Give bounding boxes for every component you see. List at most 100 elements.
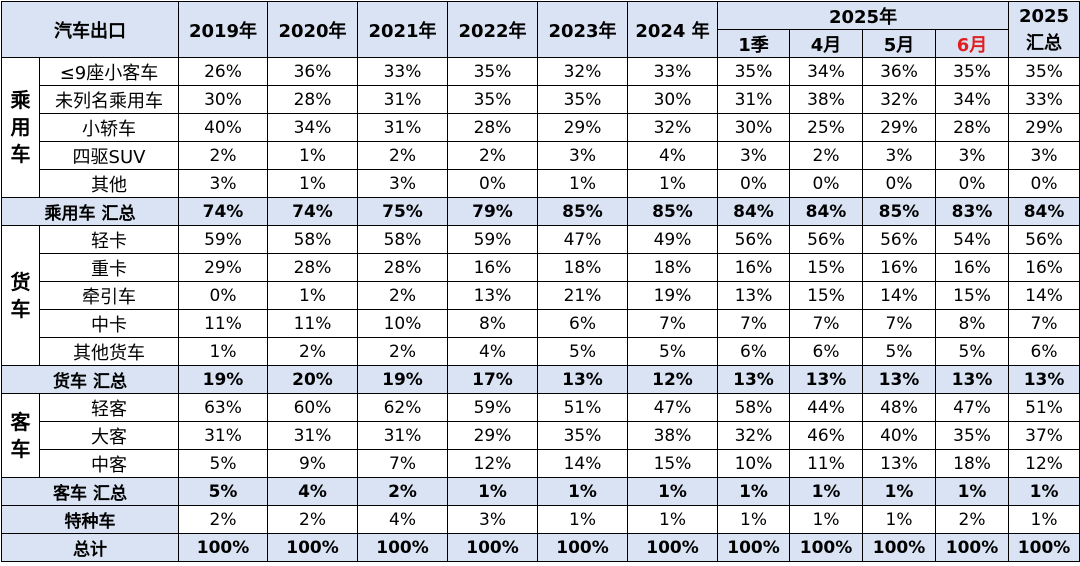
cell-value: 1% [267,141,358,170]
cell-value: 5% [627,337,718,366]
cell-value: 56% [717,225,790,254]
subtotal-label: 货车 汇总 [1,365,179,394]
cell-value: 36% [267,57,358,86]
subtotal-value: 20% [267,365,358,394]
cell-value: 18% [934,449,1010,478]
cell-value: 33% [1008,85,1080,114]
table-row: 小轿车 40% 34% 31% 28% 29% 32% 30% 25% 29% 28% 29% [2,113,1080,142]
table-row: 客车轻客 63% 60% 62% 59% 51% 47% 58% 44% 48% 47% 51% [1,393,1080,478]
cell-value: 2% [789,141,863,170]
cell-value: 47% [627,393,718,422]
cell-value: 28% [447,113,538,142]
subtotal-value: 84% [717,197,790,226]
grand-total-value: 100% [178,533,268,562]
cell-value: 8% [447,309,538,338]
row-label: 其他货车 [39,337,179,366]
subtotal-value: 19% [178,365,268,394]
cell-value: 0% [717,169,790,198]
category-label: 货车 [1,225,40,366]
cell-value: 5% [862,337,936,366]
cell-value: 7% [717,309,790,338]
cell-value: 12% [447,449,538,478]
subtotal-value: 84% [1008,197,1080,226]
cell-value: 28% [934,113,1010,142]
cell-value: 51% [537,393,628,422]
cell-value: 34% [267,113,358,142]
cell-value: 1% [267,281,358,310]
cell-value: 6% [717,337,790,366]
cell-value: 35% [934,421,1010,450]
subtotal-value: 13% [1008,365,1080,394]
cell-value: 31% [357,421,448,450]
cell-value: 18% [627,253,718,282]
cell-value: 47% [934,393,1010,422]
grand-total-value: 100% [862,533,936,562]
cell-value: 54% [934,225,1010,254]
cell-value: 29% [862,113,936,142]
grand-total-value: 100% [1008,533,1080,562]
subtotal-value: 1% [789,477,863,506]
cell-value: 3% [862,141,936,170]
cell-value: 32% [537,57,628,86]
cell-value: 16% [1008,253,1080,282]
cell-value: 16% [447,253,538,282]
cell-value: 47% [537,225,628,254]
cell-value: 13% [447,281,538,310]
cell-value: 38% [789,85,863,114]
col-header-year: 2022年 [447,1,538,58]
cell-value: 5% [934,337,1010,366]
cell-value: 19% [627,281,718,310]
grand-total-row: 总计 100% 100% 100% 100% 100% 100% 100% 100% 100% 10… [1,533,1080,562]
cell-value: 62% [357,393,448,422]
special-value: 2% [934,505,1010,534]
table-row: 未列名乘用车 30% 28% 31% 35% 35% 30% 31% 38% 32% 34% 33% [2,85,1080,114]
cell-value: 31% [267,421,358,450]
subtotal-value: 17% [447,365,538,394]
cell-value: 7% [357,449,448,478]
subtotal-value: 12% [627,365,718,394]
subtotal-value: 79% [447,197,538,226]
cell-value: 1% [627,169,718,198]
cell-value: 58% [717,393,790,422]
cell-value: 6% [1008,337,1080,366]
cell-value: 56% [862,225,936,254]
subtotal-value: 75% [357,197,448,226]
cell-value: 59% [447,393,538,422]
cell-value: 35% [1008,57,1080,86]
row-label: 牵引车 [39,281,179,310]
cell-value: 6% [789,337,863,366]
cell-value: 36% [862,57,936,86]
cell-value: 34% [934,85,1010,114]
grand-total-value: 100% [537,533,628,562]
cell-value: 13% [717,281,790,310]
grand-total-value: 100% [717,533,790,562]
cell-value: 33% [627,57,718,86]
subtotal-value: 13% [862,365,936,394]
table-row: 四驱SUV 2% 1% 2% 2% 3% 4% 3% 2% 3% 3% 3% [2,141,1080,170]
cell-value: 3% [178,169,268,198]
subtotal-value: 84% [789,197,863,226]
subtotal-value: 74% [267,197,358,226]
cell-value: 63% [178,393,268,422]
cell-value: 7% [627,309,718,338]
subtotal-value: 85% [627,197,718,226]
cell-value: 40% [178,113,268,142]
special-value: 1% [717,505,790,534]
cell-value: 7% [789,309,863,338]
grand-total-value: 100% [627,533,718,562]
row-label: 未列名乘用车 [39,85,179,114]
row-label: 其他 [39,169,179,198]
cell-value: 3% [934,141,1010,170]
cell-value: 0% [447,169,538,198]
subtotal-value: 13% [934,365,1010,394]
cell-value: 15% [789,281,863,310]
cell-value: 35% [537,421,628,450]
table-row: 牵引车 0% 1% 2% 13% 21% 19% 13% 15% 14% 15% 14% [2,281,1080,310]
cell-value: 3% [717,141,790,170]
special-value: 2% [267,505,358,534]
table-row: 中卡 11% 11% 10% 8% 6% 7% 7% 7% 7% 8% 7% [2,309,1080,338]
cell-value: 40% [862,421,936,450]
col-header-year: 2024 年 [627,1,718,58]
subtotal-value: 1% [1008,477,1080,506]
